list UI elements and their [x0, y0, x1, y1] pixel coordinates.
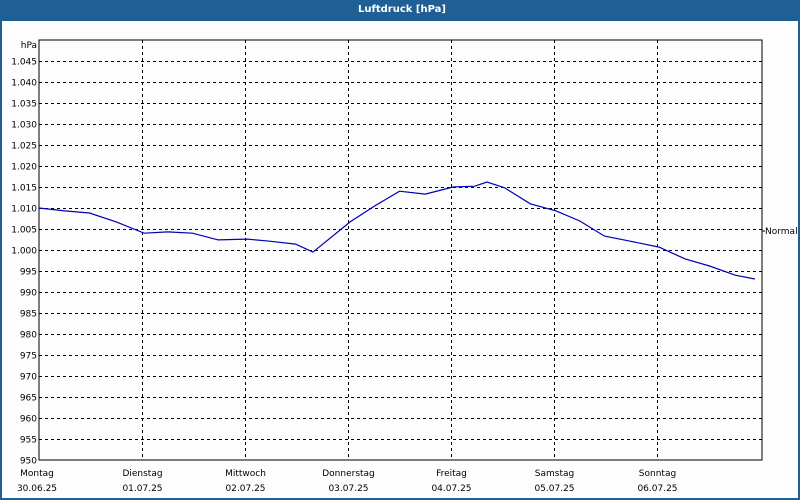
y-tick-label: 985 [20, 310, 37, 320]
window-title: Luftdruck [hPa] [2, 0, 800, 21]
y-tick-label: 1.000 [11, 247, 37, 257]
y-tick-label: 1.035 [11, 100, 37, 110]
legend-normal: Normal [765, 227, 798, 237]
y-tick-label: 970 [20, 373, 37, 383]
x-tick-date: 06.07.25 [637, 484, 677, 494]
x-tick-date: 05.07.25 [534, 484, 574, 494]
x-axis-ticks: Montag 30.06.25 Dienstag 01.07.25 Mittwoch 02… [17, 469, 678, 494]
y-tick-label: 1.025 [11, 142, 37, 152]
x-tick-date: 02.07.25 [225, 484, 265, 494]
y-tick-label: 1.015 [11, 184, 37, 194]
y-axis-unit: hPa [21, 41, 37, 51]
plot-frame [38, 39, 763, 461]
y-tick-label: 1.045 [11, 58, 37, 68]
x-tick-day: Montag [20, 469, 54, 479]
y-tick-label: 1.030 [11, 121, 37, 131]
y-tick-label: 980 [20, 331, 37, 341]
x-tick-date: 30.06.25 [17, 484, 57, 494]
x-tick-date: 01.07.25 [122, 484, 162, 494]
pressure-line [38, 181, 756, 280]
x-tick-day: Freitag [436, 469, 467, 479]
y-tick-label: 995 [20, 268, 37, 278]
y-tick-label: 1.020 [11, 163, 37, 173]
y-tick-label: 965 [20, 394, 37, 404]
x-tick-day: Samstag [535, 469, 574, 479]
grid-lines [39, 40, 762, 460]
y-tick-label: 1.005 [11, 226, 37, 236]
y-axis-ticks: 950 955 960 965 970 975 980 985 990 995 1.000 1.005… [11, 58, 37, 467]
x-tick-day: Mittwoch [225, 469, 266, 479]
x-tick-date: 03.07.25 [328, 484, 368, 494]
y-tick-label: 960 [20, 415, 37, 425]
x-tick-date: 04.07.25 [431, 484, 471, 494]
y-tick-label: 955 [20, 436, 37, 446]
y-tick-label: 950 [20, 457, 37, 467]
y-tick-label: 1.010 [11, 205, 37, 215]
y-tick-label: 1.040 [11, 79, 37, 89]
x-tick-day: Sonntag [639, 469, 676, 479]
y-tick-label: 990 [20, 289, 37, 299]
x-tick-day: Dienstag [122, 469, 162, 479]
y-tick-label: 975 [20, 352, 37, 362]
x-tick-day: Donnerstag [322, 469, 375, 479]
